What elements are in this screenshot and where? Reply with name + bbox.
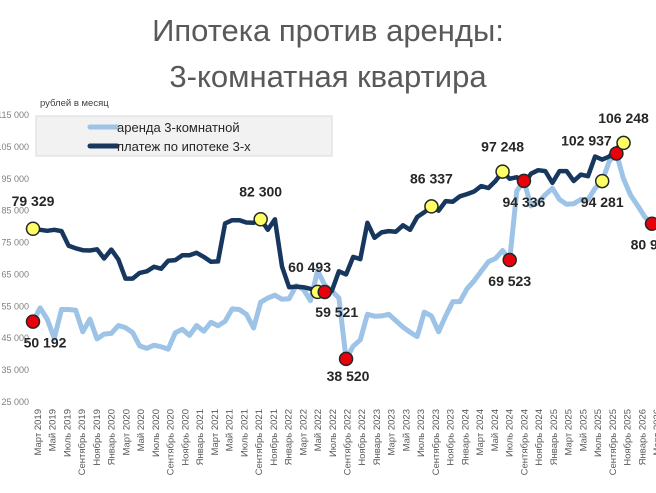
y-tick-label: 45 000 — [1, 333, 29, 343]
x-tick-label: Ноябрь 2024 — [534, 409, 545, 466]
x-tick-label: Март 2021 — [210, 409, 221, 456]
annotation-marker — [594, 173, 610, 189]
annotation-label: 106 248 — [598, 110, 649, 126]
x-tick-label: Январь 2020 — [107, 409, 118, 465]
annotation-marker — [253, 212, 268, 227]
x-tick-label: Сентябрь 2020 — [166, 409, 177, 475]
x-tick-label: Ноябрь 2025 — [623, 409, 634, 466]
annotation-labels: 79 329 50 192 82 300 38 520 60 493 59 521 86 3… — [12, 110, 656, 384]
annotation-label: 79 329 — [12, 193, 55, 209]
y-tick-label: 25 000 — [1, 397, 29, 407]
x-tick-label: Январь 2021 — [195, 409, 206, 465]
x-tick-label: Май 2023 — [401, 409, 412, 451]
x-tick-label: Январь 2026 — [637, 409, 648, 465]
annotation-marker — [338, 351, 354, 367]
x-tick-label: Март 2020 — [121, 409, 132, 456]
annotation-label: 50 192 — [24, 335, 67, 351]
x-tick-label: Январь 2025 — [549, 409, 560, 465]
x-tick-label: Май 2020 — [136, 409, 147, 451]
annotation-marker — [516, 173, 532, 189]
x-tick-label: Ноябрь 2021 — [269, 409, 280, 466]
annotation-marker — [616, 135, 631, 151]
annotation-label: 97 248 — [481, 139, 524, 155]
x-tick-label: Ноябрь 2022 — [357, 409, 368, 466]
x-tick-label: Ноябрь 2019 — [92, 409, 103, 466]
annotation-marker — [317, 284, 332, 300]
x-tick-label: Июль 2020 — [151, 409, 162, 457]
x-tick-label: Январь 2023 — [372, 409, 383, 465]
legend: аренда 3-комнатной платеж по ипотеке 3-х — [35, 115, 333, 157]
annotation-label: 69 523 — [488, 273, 531, 289]
annotation-label: 80 900 — [631, 237, 656, 253]
x-tick-label: Июль 2019 — [62, 409, 73, 457]
y-tick-label: 75 000 — [1, 238, 29, 248]
x-tick-label: Сентябрь 2023 — [431, 409, 442, 475]
x-tick-label: Июль 2022 — [328, 409, 339, 457]
annotation-label: 38 520 — [327, 368, 370, 384]
x-tick-label: Март 2022 — [298, 409, 309, 456]
y-axis-label: рублей в месяц — [40, 98, 109, 109]
annotation-marker — [424, 199, 439, 214]
annotation-label: 102 937 — [561, 132, 612, 148]
x-tick-label: Май 2021 — [225, 409, 236, 451]
x-tick-label: Март 2023 — [387, 409, 398, 456]
annotation-label: 59 521 — [315, 304, 358, 320]
legend-label-rent: аренда 3-комнатной — [117, 120, 240, 135]
annotation-marker — [644, 216, 656, 231]
chart-title-line-1: Ипотека против аренды: — [152, 13, 504, 48]
annotation-marker — [502, 252, 517, 268]
x-tick-label: Июль 2021 — [239, 409, 250, 457]
x-tick-label: Ноябрь 2023 — [446, 409, 457, 466]
annotation-label: 94 336 — [503, 194, 546, 210]
annotation-label: 86 337 — [410, 170, 453, 186]
y-tick-label: 85 000 — [1, 206, 29, 216]
y-tick-label: 55 000 — [1, 301, 29, 311]
x-tick-label: Январь 2022 — [284, 409, 295, 465]
x-tick-label: Май 2025 — [578, 409, 589, 451]
annotation-label: 60 493 — [288, 259, 331, 275]
chart-title-line-2: 3-комнатная квартира — [169, 59, 487, 94]
annotation-marker — [609, 146, 624, 161]
legend-label-mortgage: платеж по ипотеке 3-х — [117, 139, 251, 154]
x-tick-label: Март 2026 — [652, 409, 656, 456]
x-tick-label: Ноябрь 2020 — [180, 409, 191, 466]
annotation-marker — [495, 164, 510, 179]
x-tick-label: Сентябрь 2021 — [254, 409, 265, 475]
x-tick-label: Сентябрь 2025 — [608, 409, 619, 475]
annotation-markers — [25, 135, 656, 367]
y-tick-label: 95 000 — [1, 174, 29, 184]
x-tick-label: Июль 2025 — [593, 409, 604, 457]
chart-title: Ипотека против аренды: 3-комнатная кварт… — [0, 8, 656, 100]
x-tick-label: Март 2024 — [475, 409, 486, 456]
x-tick-label: Сентябрь 2024 — [519, 409, 530, 475]
x-tick-label: Сентябрь 2019 — [77, 409, 88, 475]
y-tick-label: 105 000 — [0, 142, 29, 152]
x-tick-label: Сентябрь 2022 — [343, 409, 354, 475]
series-lines — [30, 140, 655, 362]
y-tick-labels: 115 000 105 000 95 000 85 000 75 000 65 000 55… — [0, 110, 29, 407]
annotation-marker — [25, 314, 41, 329]
x-tick-label: Июль 2023 — [416, 409, 427, 457]
y-tick-label: 65 000 — [1, 269, 29, 279]
x-tick-label: Март 2025 — [564, 409, 575, 456]
annotation-label: 82 300 — [239, 183, 282, 199]
x-tick-label: Май 2024 — [490, 409, 501, 451]
legend-box — [35, 115, 333, 157]
x-tick-label: Июль 2024 — [505, 409, 516, 457]
x-tick-labels: Март 2019 Май 2019 Июль 2019 Сентябрь 2019 Н… — [33, 409, 656, 475]
y-tick-label: 115 000 — [0, 110, 29, 120]
y-tick-label: 35 000 — [1, 365, 29, 375]
annotation-label: 94 281 — [581, 194, 624, 210]
x-tick-label: Январь 2024 — [460, 409, 471, 465]
x-tick-label: Май 2022 — [313, 409, 324, 451]
x-tick-label: Март 2019 — [33, 409, 44, 456]
annotation-marker — [25, 221, 41, 237]
x-tick-label: Май 2019 — [48, 409, 59, 451]
series-line-rent — [30, 151, 655, 362]
y-axis-label-group: рублей в месяц — [40, 98, 109, 109]
